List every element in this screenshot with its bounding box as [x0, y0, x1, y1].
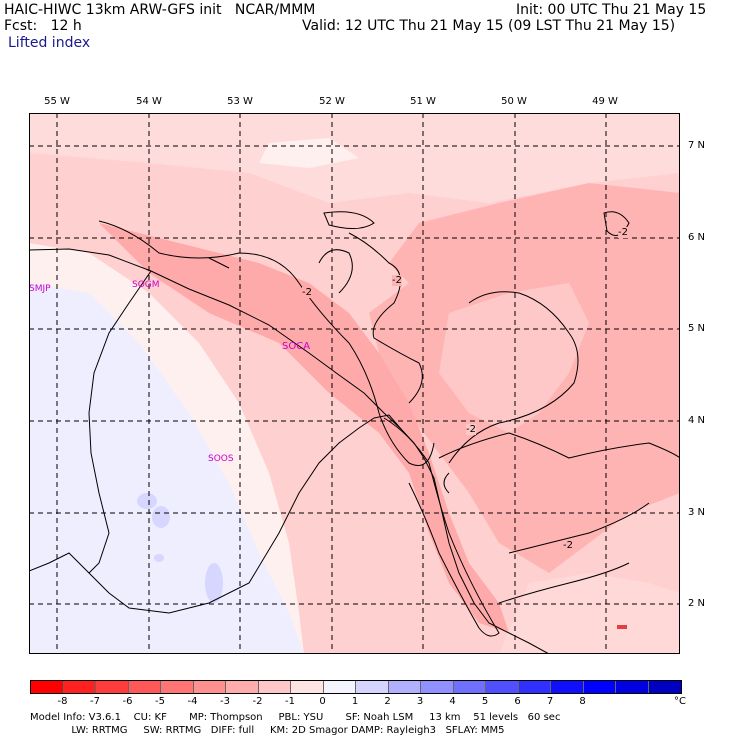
lon-label: 54 W — [136, 96, 162, 107]
contour-label: -2 — [302, 287, 312, 298]
station-label: SOGM — [132, 280, 160, 290]
colorbar-cell — [63, 681, 96, 693]
map-frame — [29, 113, 680, 654]
station-label: SOOS — [208, 454, 234, 464]
forecast-hour: Fcst: 12 h — [4, 18, 82, 34]
colorbar-cell — [226, 681, 259, 693]
lat-label: 6 N — [688, 232, 706, 243]
field-region — [439, 283, 589, 433]
colorbar-label: -8 — [57, 696, 68, 707]
colorbar — [30, 680, 682, 694]
colorbar-label: 6 — [514, 696, 521, 707]
lon-label: 53 W — [227, 96, 253, 107]
colorbar-cell — [31, 681, 64, 693]
lat-label: 5 N — [688, 323, 706, 334]
colorbar-cell — [421, 681, 454, 693]
colorbar-cell — [648, 681, 681, 693]
colorbar-cell — [616, 681, 649, 693]
lon-label: 49 W — [592, 96, 618, 107]
colorbar-label: 1 — [351, 696, 359, 707]
init-time: Init: 00 UTC Thu 21 May 15 — [516, 2, 707, 18]
lon-label: 52 W — [319, 96, 345, 107]
station-label: SOCA — [282, 341, 311, 352]
lon-label: 55 W — [44, 96, 70, 107]
colorbar-label: -3 — [220, 696, 230, 707]
model-info-line2: LW: RRTMG SW: RRTMG DIFF: full KM: 2D Sm… — [30, 725, 505, 736]
lat-label: 2 N — [688, 598, 706, 609]
field-region — [617, 625, 627, 629]
colorbar-label: 5 — [481, 696, 489, 707]
colorbar-label: -5 — [155, 696, 165, 707]
colorbar-label: -7 — [90, 696, 100, 707]
colorbar-cell — [128, 681, 161, 693]
colorbar-cell — [161, 681, 194, 693]
contour-label: -2 — [466, 424, 476, 435]
colorbar-cell — [96, 681, 129, 693]
header-title: HAIC-HIWC 13km ARW-GFS init NCAR/MMM — [4, 2, 316, 18]
colorbar-label: 8 — [579, 696, 586, 707]
field-region — [499, 573, 680, 654]
colorbar-label: 2 — [384, 696, 391, 707]
colorbar-label: -1 — [285, 696, 295, 707]
colorbar-unit: °C — [674, 696, 686, 707]
colorbar-cell — [193, 681, 226, 693]
contour-lines — [98, 211, 680, 637]
lon-label: 50 W — [501, 96, 527, 107]
colorbar-cell — [486, 681, 519, 693]
colorbar-cell — [551, 681, 584, 693]
field-region — [205, 563, 223, 603]
contour-label: -2 — [392, 275, 402, 286]
field-region — [152, 506, 170, 528]
lon-label: 51 W — [410, 96, 436, 107]
contour-label: -2 — [618, 227, 628, 238]
lifted-index-map — [29, 113, 680, 654]
colorbar-label: 0 — [319, 696, 326, 707]
lat-label: 3 N — [688, 507, 706, 518]
contour-label: -2 — [563, 540, 573, 551]
field-name: Lifted index — [8, 35, 91, 51]
lat-label: 7 N — [688, 140, 706, 151]
lat-label: 4 N — [688, 415, 706, 426]
colorbar-label: 3 — [416, 696, 424, 707]
station-label: SMJP — [29, 284, 51, 294]
colorbar-cell — [388, 681, 421, 693]
valid-time: Valid: 12 UTC Thu 21 May 15 (09 LST Thu … — [302, 18, 676, 34]
colorbar-cell — [258, 681, 291, 693]
colorbar-label: 4 — [449, 696, 456, 707]
colorbar-cell — [323, 681, 356, 693]
model-info-line1: Model Info: V3.6.1 CU: KF MP: Thompson P… — [30, 712, 561, 723]
colorbar-cell — [291, 681, 324, 693]
field-region — [137, 493, 157, 509]
field-region — [29, 283, 304, 654]
colorbar-label: -6 — [122, 696, 133, 707]
lat-lon-grid — [29, 113, 680, 654]
colorbar-cell — [583, 681, 616, 693]
field-region — [154, 554, 164, 562]
colorbar-label: -4 — [187, 696, 198, 707]
colorbar-label: 7 — [546, 696, 554, 707]
colorbar-cell — [453, 681, 486, 693]
colorbar-cell — [356, 681, 389, 693]
colorbar-cell — [518, 681, 551, 693]
colorbar-label: -2 — [252, 696, 263, 707]
